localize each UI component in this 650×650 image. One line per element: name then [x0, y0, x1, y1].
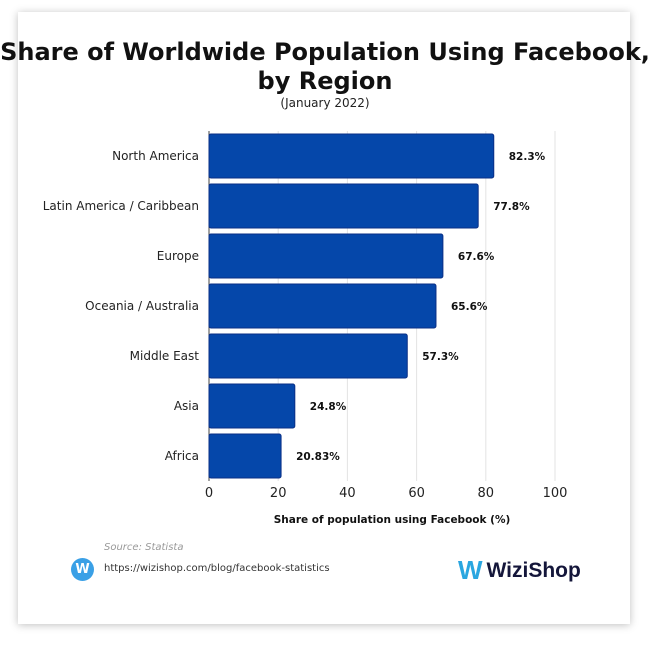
chart-subtitle: (January 2022): [280, 96, 370, 110]
logo-mark-icon: W: [458, 555, 483, 585]
category-label: Asia: [174, 399, 199, 413]
wizishop-logo: W WiziShop: [458, 555, 581, 586]
x-tick-label: 80: [478, 486, 495, 501]
data-label: 67.6%: [458, 251, 495, 263]
category-label: Latin America / Caribbean: [43, 199, 199, 213]
x-tick-label: 40: [339, 486, 356, 501]
data-label: 57.3%: [422, 351, 459, 363]
bar: [208, 233, 444, 279]
category-label: Middle East: [130, 349, 200, 363]
x-axis-label: Share of population using Facebook (%): [274, 514, 511, 526]
data-label: 65.6%: [451, 301, 488, 313]
x-tick-label: 100: [543, 486, 568, 501]
chart-title: Share of Worldwide Population Using Face…: [0, 38, 650, 95]
x-tick-label: 0: [205, 486, 213, 501]
logo-text: WiziShop: [486, 558, 581, 582]
category-label: Europe: [157, 249, 199, 263]
x-tick-label: 60: [408, 486, 425, 501]
source-text: Source: Statista: [104, 542, 184, 553]
data-label: 82.3%: [509, 151, 546, 163]
data-label: 77.8%: [493, 201, 530, 213]
bar: [208, 333, 408, 379]
bar: [208, 383, 296, 429]
bar: [208, 133, 495, 179]
wizishop-icon: W: [71, 558, 94, 581]
category-label: North America: [112, 149, 199, 163]
data-label: 24.8%: [310, 401, 347, 413]
x-tick-label: 20: [270, 486, 287, 501]
data-label: 20.83%: [296, 451, 340, 463]
bar: [208, 433, 282, 479]
bar: [208, 283, 437, 329]
category-label: Oceania / Australia: [85, 299, 199, 313]
source-url[interactable]: https://wizishop.com/blog/facebook-stati…: [104, 563, 330, 574]
bar: [208, 183, 479, 229]
category-label: Africa: [165, 449, 199, 463]
